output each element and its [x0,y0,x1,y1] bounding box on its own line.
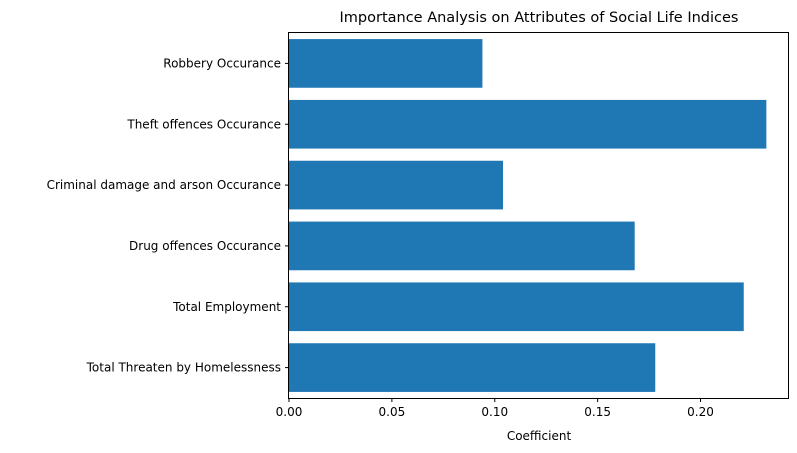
y-tick-label: Theft offences Occurance [126,117,281,131]
bar-0 [289,39,483,88]
chart-title: Importance Analysis on Attributes of Soc… [340,10,739,26]
bar-1 [289,99,767,149]
y-tick-label: Total Employment [172,300,281,314]
y-tick-label: Criminal damage and arson Occurance [47,178,281,192]
plot-frame [288,32,789,399]
x-tick-label: 0.15 [584,405,611,419]
x-tick-label: 0.00 [276,405,303,419]
y-tick-label: Drug offences Occurance [129,239,281,253]
bar-3 [289,221,635,271]
bar-4 [289,282,744,332]
y-tick-label: Total Threaten by Homelessness [86,361,281,375]
x-tick-label: 0.05 [379,405,406,419]
y-axis-ticks: Robbery Occurance Theft offences Occuranc… [47,56,289,375]
bar-2 [289,160,503,210]
x-tick-label: 0.20 [687,405,714,419]
y-tick-label: Robbery Occurance [163,56,281,70]
bars-group [289,39,767,392]
x-tick-label: 0.10 [481,405,508,419]
x-axis-label: Coefficient [507,429,572,443]
x-axis-ticks: 0.00 0.05 0.10 0.15 0.20 [276,398,714,419]
bar-5 [289,343,656,392]
